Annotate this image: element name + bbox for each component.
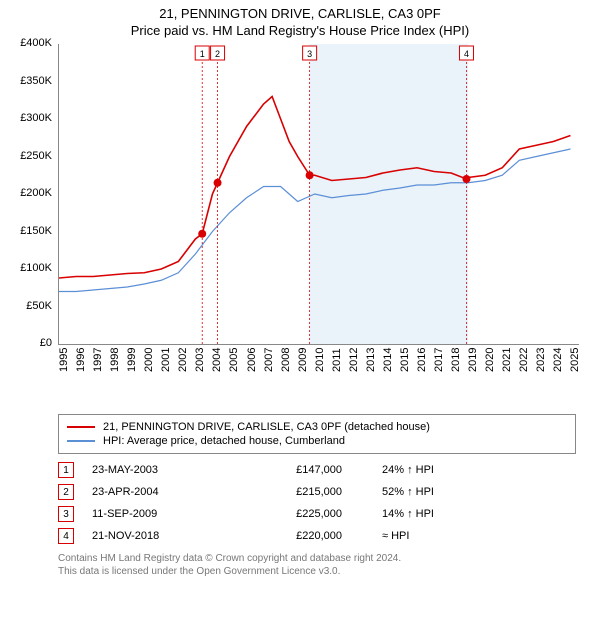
legend-swatch — [67, 426, 95, 428]
event-number-box: 2 — [58, 484, 74, 500]
event-vs-hpi: ≈ HPI — [382, 530, 492, 542]
chart-area: 1234 £0£50K£100K£150K£200K£250K£300K£350… — [18, 44, 578, 374]
sale-marker-dot — [198, 230, 206, 238]
event-date: 11-SEP-2009 — [92, 508, 222, 520]
legend-item: HPI: Average price, detached house, Cumb… — [67, 435, 567, 447]
x-axis-label: 1997 — [92, 348, 104, 372]
x-axis-label: 2021 — [501, 348, 513, 372]
event-price: £225,000 — [222, 508, 382, 520]
footer-attribution: Contains HM Land Registry data © Crown c… — [58, 552, 590, 578]
x-axis-label: 2017 — [433, 348, 445, 372]
sale-marker-number: 1 — [200, 49, 205, 59]
event-date: 21-NOV-2018 — [92, 530, 222, 542]
x-axis-label: 2013 — [365, 348, 377, 372]
x-axis-label: 2009 — [297, 348, 309, 372]
y-axis-label: £400K — [8, 37, 52, 49]
sale-marker-dot — [462, 175, 470, 183]
x-axis-label: 2025 — [569, 348, 581, 372]
event-vs-hpi: 14% ↑ HPI — [382, 508, 492, 520]
x-axis-label: 2018 — [450, 348, 462, 372]
event-vs-hpi: 52% ↑ HPI — [382, 486, 492, 498]
x-axis-label: 1998 — [109, 348, 121, 372]
event-vs-hpi: 24% ↑ HPI — [382, 464, 492, 476]
event-number-box: 3 — [58, 506, 74, 522]
event-date: 23-APR-2004 — [92, 486, 222, 498]
sale-marker-dot — [306, 171, 314, 179]
x-axis-label: 2015 — [399, 348, 411, 372]
x-axis-label: 1996 — [75, 348, 87, 372]
y-axis-label: £350K — [8, 75, 52, 87]
event-price: £215,000 — [222, 486, 382, 498]
footer-line: This data is licensed under the Open Gov… — [58, 565, 590, 578]
x-axis-label: 2016 — [416, 348, 428, 372]
x-axis-label: 2011 — [331, 348, 343, 372]
y-axis-label: £200K — [8, 187, 52, 199]
event-number-box: 1 — [58, 462, 74, 478]
event-price: £147,000 — [222, 464, 382, 476]
y-axis-label: £0 — [8, 337, 52, 349]
line-chart: 12 3 4 — [58, 44, 579, 345]
legend-item: 21, PENNINGTON DRIVE, CARLISLE, CA3 0PF … — [67, 421, 567, 433]
event-date: 23-MAY-2003 — [92, 464, 222, 476]
y-axis-label: £150K — [8, 225, 52, 237]
event-row: 3 11-SEP-2009£225,00014% ↑ HPI — [58, 506, 590, 522]
event-price: £220,000 — [222, 530, 382, 542]
x-axis-label: 2001 — [160, 348, 172, 372]
x-axis-label: 2004 — [211, 348, 223, 372]
events-table: 1 23-MAY-2003£147,00024% ↑ HPI 2 23-APR-200… — [58, 462, 590, 544]
titles: 21, PENNINGTON DRIVE, CARLISLE, CA3 0PF … — [10, 6, 590, 38]
hpi-shaded-band — [310, 44, 469, 344]
legend-label: 21, PENNINGTON DRIVE, CARLISLE, CA3 0PF … — [103, 421, 430, 433]
legend-swatch — [67, 440, 95, 442]
event-row: 4 21-NOV-2018£220,000≈ HPI — [58, 528, 590, 544]
x-axis-label: 2023 — [535, 348, 547, 372]
x-axis-label: 2024 — [552, 348, 564, 372]
event-number-box: 4 — [58, 528, 74, 544]
y-axis-label: £50K — [8, 300, 52, 312]
y-axis-label: £250K — [8, 150, 52, 162]
x-axis-label: 2000 — [143, 348, 155, 372]
legend: 21, PENNINGTON DRIVE, CARLISLE, CA3 0PF … — [58, 414, 576, 454]
x-axis-label: 2019 — [467, 348, 479, 372]
figure-container: 21, PENNINGTON DRIVE, CARLISLE, CA3 0PF … — [0, 0, 600, 620]
x-axis-label: 1995 — [58, 348, 70, 372]
x-axis-label: 2022 — [518, 348, 530, 372]
y-axis-label: £100K — [8, 262, 52, 274]
x-axis-label: 2002 — [177, 348, 189, 372]
title-subtitle: Price paid vs. HM Land Registry's House … — [10, 23, 590, 38]
x-axis-label: 2012 — [348, 348, 360, 372]
x-axis-label: 2008 — [280, 348, 292, 372]
sale-marker-number: 3 — [307, 49, 312, 59]
event-row: 2 23-APR-2004£215,00052% ↑ HPI — [58, 484, 590, 500]
sale-marker-number: 4 — [464, 49, 469, 59]
x-axis-label: 2010 — [314, 348, 326, 372]
sale-marker-dot — [214, 179, 222, 187]
x-axis-label: 1999 — [126, 348, 138, 372]
x-axis-label: 2003 — [194, 348, 206, 372]
title-address: 21, PENNINGTON DRIVE, CARLISLE, CA3 0PF — [10, 6, 590, 21]
x-axis-label: 2007 — [263, 348, 275, 372]
sale-marker-number: 2 — [215, 49, 220, 59]
event-row: 1 23-MAY-2003£147,00024% ↑ HPI — [58, 462, 590, 478]
legend-label: HPI: Average price, detached house, Cumb… — [103, 435, 345, 447]
y-axis-label: £300K — [8, 112, 52, 124]
x-axis-label: 2014 — [382, 348, 394, 372]
x-axis-label: 2020 — [484, 348, 496, 372]
footer-line: Contains HM Land Registry data © Crown c… — [58, 552, 590, 565]
x-axis-label: 2006 — [246, 348, 258, 372]
x-axis-label: 2005 — [228, 348, 240, 372]
